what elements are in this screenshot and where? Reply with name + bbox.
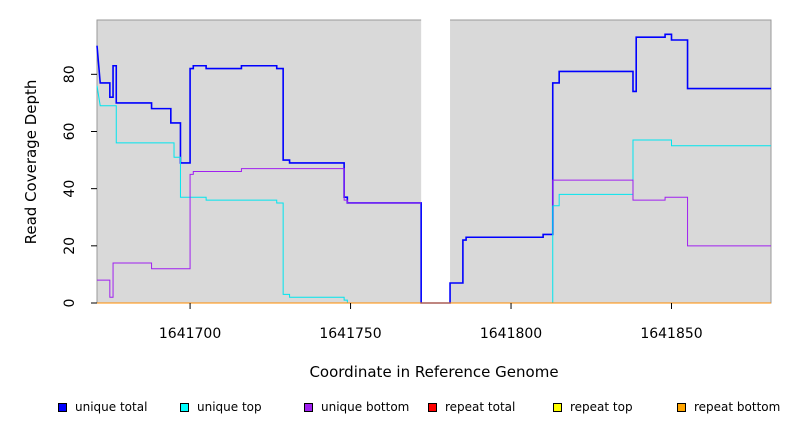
- x-tick-label: 1641800: [480, 326, 542, 342]
- y-tick-label: 20: [62, 237, 78, 255]
- legend-item-unique-bottom: unique bottom: [304, 400, 409, 414]
- x-tick-label: 1641850: [640, 326, 702, 342]
- y-tick-label: 40: [62, 180, 78, 198]
- series-line-unique-top-1: [96, 85, 422, 304]
- legend-item-repeat-top: repeat top: [553, 400, 633, 414]
- y-tick-label: 80: [62, 65, 78, 83]
- legend-swatch: [677, 402, 686, 412]
- x-axis-title: Coordinate in Reference Genome: [309, 363, 558, 381]
- legend-label: repeat bottom: [694, 400, 781, 414]
- legend: unique total unique top unique bottom repea…: [0, 400, 792, 420]
- x-tick-label: 1641750: [319, 326, 381, 342]
- legend-label: repeat top: [570, 400, 633, 414]
- legend-swatch: [553, 402, 562, 412]
- series-line-unique-total-0: [96, 33, 771, 304]
- series-line-unique-bottom-4: [552, 179, 771, 247]
- legend-label: unique top: [197, 400, 262, 414]
- legend-item-repeat-total: repeat total: [428, 400, 515, 414]
- plot-area: [96, 19, 772, 304]
- legend-swatch: [428, 402, 437, 412]
- legend-label: unique bottom: [321, 400, 410, 414]
- y-tick-label: 0: [62, 299, 78, 308]
- y-axis-title: Read Coverage Depth: [22, 80, 40, 245]
- legend-item-unique-top: unique top: [180, 400, 262, 414]
- y-tick-label: 60: [62, 123, 78, 141]
- coverage-chart: 1641700 1641750 1641800 1641850 0 20 40 60 80 Co…: [22, 19, 772, 381]
- series-line-unique-top-2: [450, 139, 771, 304]
- legend-swatch: [304, 402, 313, 412]
- legend-swatch: [180, 402, 189, 412]
- legend-swatch: [58, 402, 67, 412]
- series-line-unique-bottom-3: [97, 168, 422, 298]
- legend-item-unique-total: unique total: [58, 400, 147, 414]
- series-layer: [96, 33, 771, 304]
- legend-item-repeat-bottom: repeat bottom: [677, 400, 780, 414]
- coverage-gap: [421, 19, 451, 303]
- axes-layer: 1641700 1641750 1641800 1641850 0 20 40 60 80: [62, 65, 703, 342]
- legend-label: unique total: [75, 400, 148, 414]
- legend-label: repeat total: [445, 400, 516, 414]
- x-tick-label: 1641700: [159, 326, 221, 342]
